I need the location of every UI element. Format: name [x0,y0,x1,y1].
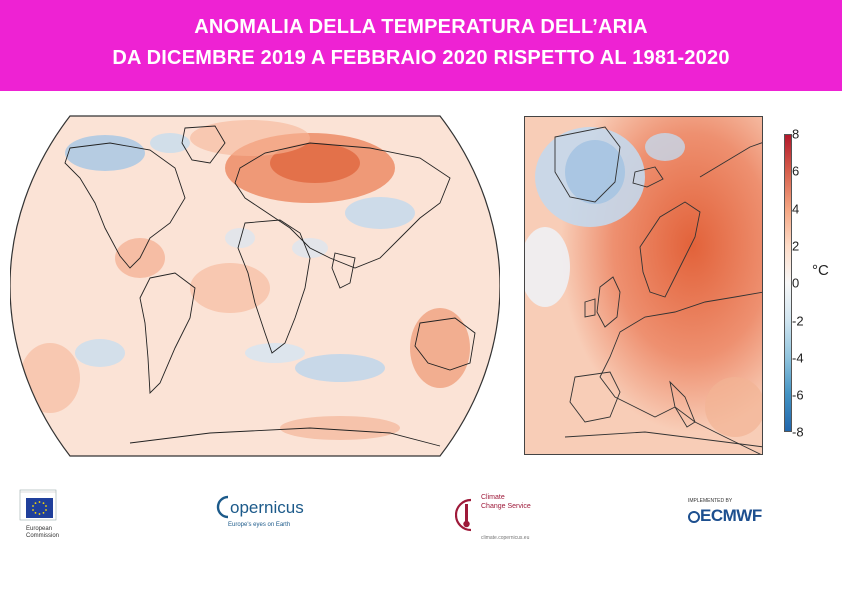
copernicus-name: opernicus [230,498,304,517]
tick-label: -6 [792,387,804,403]
ec-caption: European Commission [26,526,60,539]
c3s-url: climate.copernicus.eu [481,535,530,541]
unit-label: °C [812,262,829,279]
ecmwf-logo: IMPLEMENTED BY ECMWF [688,498,788,538]
tick-label: -2 [792,313,804,329]
tick-label: 4 [792,201,800,217]
colorbar-ticks: 8 6 4 2 0 -2 -4 -6 -8 [792,127,822,440]
logo-strip: European Commission opernicus Europe's e… [0,480,842,550]
ecmwf-name: ECMWF [700,506,762,525]
title-line-2: DA DICEMBRE 2019 A FEBBRAIO 2020 RISPETT… [112,47,730,69]
tick-label: 2 [792,238,800,254]
eu-flag-icon [26,498,53,518]
global-anomaly-map [10,115,500,457]
europe-anomaly-map [524,116,763,455]
colorbar [784,134,792,432]
copernicus-logo: opernicus Europe's eyes on Earth [216,492,308,532]
title-banner: ANOMALIA DELLA TEMPERATURA DELL’ARIA DA … [0,0,842,91]
c3s-logo: Climate Change Service climate.copernicu… [455,490,545,541]
tick-label: 0 [792,275,800,291]
copernicus-c-icon [216,495,229,519]
tick-label: 8 [792,126,800,142]
european-commission-logo: European Commission [18,480,78,540]
europe-map-graphic [525,117,762,454]
title-line-1: ANOMALIA DELLA TEMPERATURA DELL’ARIA [194,16,648,38]
thermometer-icon [455,498,472,532]
copernicus-tagline: Europe's eyes on Earth [228,522,291,528]
tick-label: 6 [792,163,800,179]
ecmwf-implemented-by: IMPLEMENTED BY [688,498,733,504]
tick-label: -8 [792,424,804,440]
c3s-line-2: Change Service [481,503,531,510]
c3s-line-1: Climate [481,494,505,501]
ecmwf-swirl-icon [688,511,700,523]
tick-label: -4 [792,350,804,366]
